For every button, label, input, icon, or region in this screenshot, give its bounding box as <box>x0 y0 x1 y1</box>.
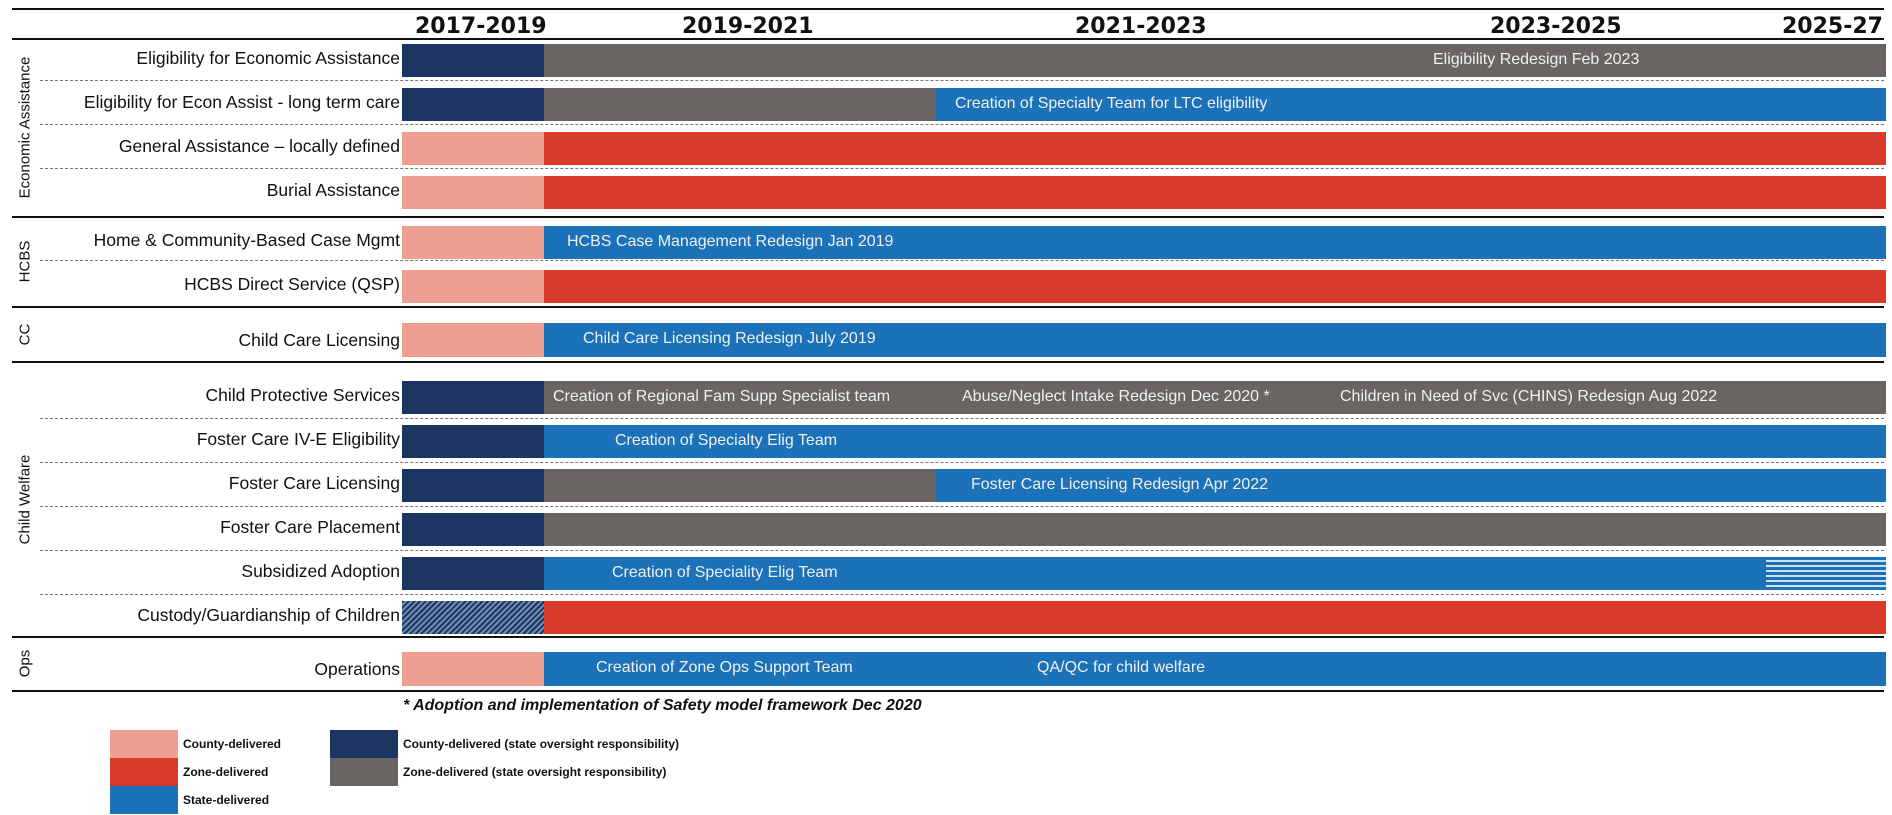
bar-state <box>544 226 1886 259</box>
legend-label-county: County-delivered <box>183 737 282 751</box>
row-label-hcbs-direct-service: HCBS Direct Service (QSP) <box>184 274 400 294</box>
row-label-operations: Operations <box>314 659 400 679</box>
bar-county <box>402 176 544 209</box>
bar-state <box>936 469 1886 502</box>
milestone-label: Child Care Licensing Redesign July 2019 <box>583 330 876 347</box>
footnote: * Adoption and implementation of Safety … <box>403 697 922 714</box>
bar-state <box>544 425 1886 458</box>
row-label-general-assistance: General Assistance – locally defined <box>118 136 400 156</box>
bar-state-striped-end <box>1766 557 1886 590</box>
row-label-burial-assistance: Burial Assistance <box>266 180 400 200</box>
group-rule-child-welfare <box>12 361 1884 363</box>
legend-label-zone: Zone-delivered <box>183 765 269 779</box>
period-header-2019-2021: 2019-2021 <box>682 14 814 39</box>
milestone-label: Creation of Speciality Elig Team <box>612 564 838 581</box>
group-rule-economic-assistance <box>12 38 1884 40</box>
bar-state <box>544 652 1886 686</box>
bar-county-oversight <box>402 44 544 77</box>
milestone-label: Abuse/Neglect Intake Redesign Dec 2020 * <box>962 388 1270 405</box>
milestone-label: Creation of Specialty Elig Team <box>615 432 838 449</box>
bar-state <box>936 88 1886 121</box>
row-separator <box>40 168 1884 169</box>
bar-zone <box>544 601 1886 634</box>
legend-swatch-zone <box>110 758 178 786</box>
group-label-child-welfare: Child Welfare <box>16 454 34 544</box>
milestone-label: Creation of Zone Ops Support Team <box>596 659 853 676</box>
period-header-2021-2023: 2021-2023 <box>1075 14 1207 39</box>
group-rule-cc <box>12 306 1884 308</box>
row-label-foster-care-iv-e: Foster Care IV-E Eligibility <box>196 429 400 449</box>
bar-county-oversight <box>402 425 544 458</box>
bar-county <box>402 323 544 357</box>
milestone-label: Creation of Regional Fam Supp Specialist… <box>553 388 891 405</box>
bar-county <box>402 270 544 303</box>
group-label-cc: CC <box>16 323 34 345</box>
legend-swatch-county <box>110 730 178 758</box>
header-top-rule <box>12 8 1884 10</box>
row-separator <box>40 506 1884 507</box>
legend-label-zone-oversight: Zone-delivered (state oversight responsi… <box>403 765 667 779</box>
bar-state <box>544 323 1886 357</box>
row-label-eligibility-economic-assistance: Eligibility for Economic Assistance <box>136 48 400 68</box>
bar-zone <box>544 132 1886 165</box>
bar-zone-oversight <box>544 513 1886 546</box>
group-label-hcbs: HCBS <box>16 240 34 282</box>
legend-label-state: State-delivered <box>183 793 270 807</box>
bar-county-oversight <box>402 557 544 590</box>
legend-label-county-oversight: County-delivered (state oversight respon… <box>403 737 680 751</box>
bar-zone <box>544 176 1886 209</box>
bar-county <box>402 652 544 686</box>
bar-county-oversight <box>402 513 544 546</box>
row-label-custody-guardianship: Custody/Guardianship of Children <box>137 605 400 625</box>
row-label-child-care-licensing: Child Care Licensing <box>238 330 400 350</box>
milestone-label: Children in Need of Svc (CHINS) Redesign… <box>1340 388 1718 405</box>
bar-zone-oversight <box>544 44 1886 77</box>
milestone-label: Eligibility Redesign Feb 2023 <box>1433 51 1640 68</box>
bar-zone-oversight <box>544 88 936 121</box>
group-rule-ops <box>12 636 1884 638</box>
row-separator <box>40 260 1884 261</box>
legend-swatch-county-oversight <box>330 730 398 758</box>
bar-county-oversight-hatched <box>402 601 544 634</box>
row-separator <box>40 124 1884 125</box>
row-label-subsidized-adoption: Subsidized Adoption <box>241 561 400 581</box>
bar-zone <box>544 270 1886 303</box>
row-label-child-protective-services: Child Protective Services <box>205 385 400 405</box>
bar-zone-oversight <box>544 381 1886 414</box>
period-header-2017-2019: 2017-2019 <box>415 14 547 39</box>
row-separator <box>40 462 1884 463</box>
group-label-ops: Ops <box>16 649 34 677</box>
period-header-2025-27: 2025-27 <box>1782 14 1883 39</box>
milestone-label: HCBS Case Management Redesign Jan 2019 <box>567 233 894 250</box>
row-label-foster-care-placement: Foster Care Placement <box>220 517 400 537</box>
bar-state <box>544 557 1886 590</box>
bar-county <box>402 226 544 259</box>
period-header-2023-2025: 2023-2025 <box>1490 14 1622 39</box>
row-separator <box>40 550 1884 551</box>
chart-bottom-rule <box>12 690 1884 692</box>
legend-swatch-zone-oversight <box>330 758 398 786</box>
milestone-label: Foster Care Licensing Redesign Apr 2022 <box>971 476 1269 493</box>
row-label-eligibility-long-term-care: Eligibility for Econ Assist - long term … <box>83 92 400 112</box>
row-label-hcbs-case-mgmt: Home & Community-Based Case Mgmt <box>93 230 400 250</box>
group-rule-hcbs <box>12 216 1884 218</box>
bar-county <box>402 132 544 165</box>
bar-county-oversight <box>402 469 544 502</box>
row-label-foster-care-licensing: Foster Care Licensing <box>228 473 400 493</box>
milestone-label: QA/QC for child welfare <box>1037 659 1206 676</box>
row-separator <box>40 418 1884 419</box>
bar-zone-oversight <box>544 469 936 502</box>
milestone-label: Creation of Specialty Team for LTC eligi… <box>955 95 1268 112</box>
bar-county-oversight <box>402 381 544 414</box>
legend-swatch-state <box>110 786 178 814</box>
group-label-economic-assistance: Economic Assistance <box>16 56 34 198</box>
row-separator <box>40 594 1884 595</box>
row-separator <box>40 80 1884 81</box>
bar-county-oversight <box>402 88 544 121</box>
